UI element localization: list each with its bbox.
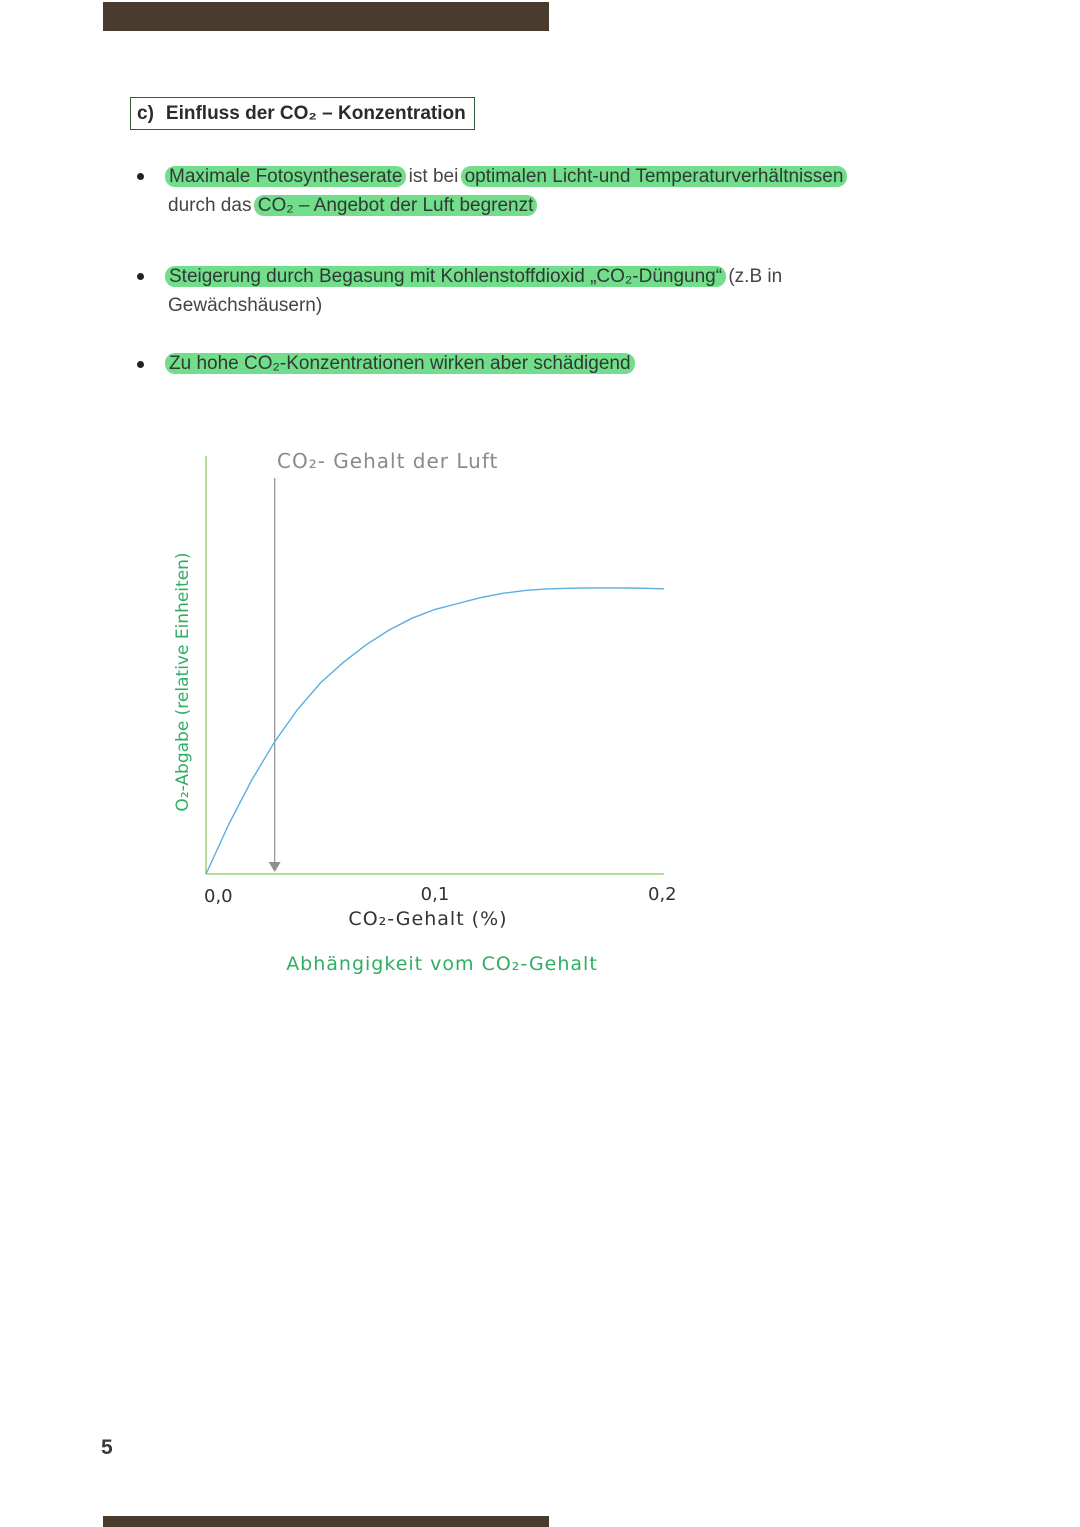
- bullet-text-2: Steigerung durch Begasung mit Kohlenstof…: [165, 262, 888, 320]
- bullet-dot: [137, 173, 144, 180]
- co2-chart: CO₂- Gehalt der Luft 0,0 0,1 0,2 CO₂-Geh…: [150, 430, 710, 990]
- header-bar: [103, 2, 549, 31]
- section-heading: c) Einfluss der CO₂ – Konzentration: [130, 97, 475, 130]
- bullet-dot: [137, 361, 144, 368]
- highlight: CO₂ – Angebot der Luft begrenzt: [253, 195, 538, 216]
- annotation-arrow-head: [268, 862, 281, 872]
- highlight: Maximale Fotosyntheserate: [165, 166, 407, 187]
- highlight: optimalen Licht-und Temperaturverhältnis…: [460, 166, 848, 187]
- x-tick-label: 0,2: [648, 884, 677, 905]
- chart-svg: CO₂- Gehalt der Luft 0,0 0,1 0,2 CO₂-Geh…: [173, 449, 677, 975]
- footer-bar: [103, 1516, 549, 1527]
- highlight: Steigerung durch Begasung mit Kohlenstof…: [165, 266, 727, 287]
- text-run: durch das: [168, 195, 257, 216]
- bullet-text-1: Maximale Fotosyntheserate ist bei optima…: [165, 162, 948, 220]
- page-number: 5: [101, 1436, 113, 1459]
- y-axis-label: O₂-Abgabe (relative Einheiten): [173, 552, 193, 811]
- series-line: [205, 587, 665, 875]
- chart-title: Abhängigkeit vom CO₂-Gehalt: [286, 953, 598, 975]
- highlight: Zu hohe CO₂-Konzentrationen wirken aber …: [165, 353, 635, 374]
- section-title: Einfluss der CO₂ – Konzentration: [165, 102, 466, 124]
- x-tick-label: 0,1: [421, 884, 450, 905]
- section-label: c): [137, 102, 154, 124]
- text-run: ist bei: [403, 166, 464, 187]
- bullet-dot: [137, 273, 144, 280]
- bullet-text-3: Zu hohe CO₂-Konzentrationen wirken aber …: [165, 349, 948, 378]
- x-axis-label: CO₂-Gehalt (%): [348, 908, 507, 930]
- x-tick-label: 0,0: [204, 886, 233, 907]
- annotation-label: CO₂- Gehalt der Luft: [277, 449, 498, 473]
- text-run: (z.B in Gewächshäusern): [168, 266, 783, 316]
